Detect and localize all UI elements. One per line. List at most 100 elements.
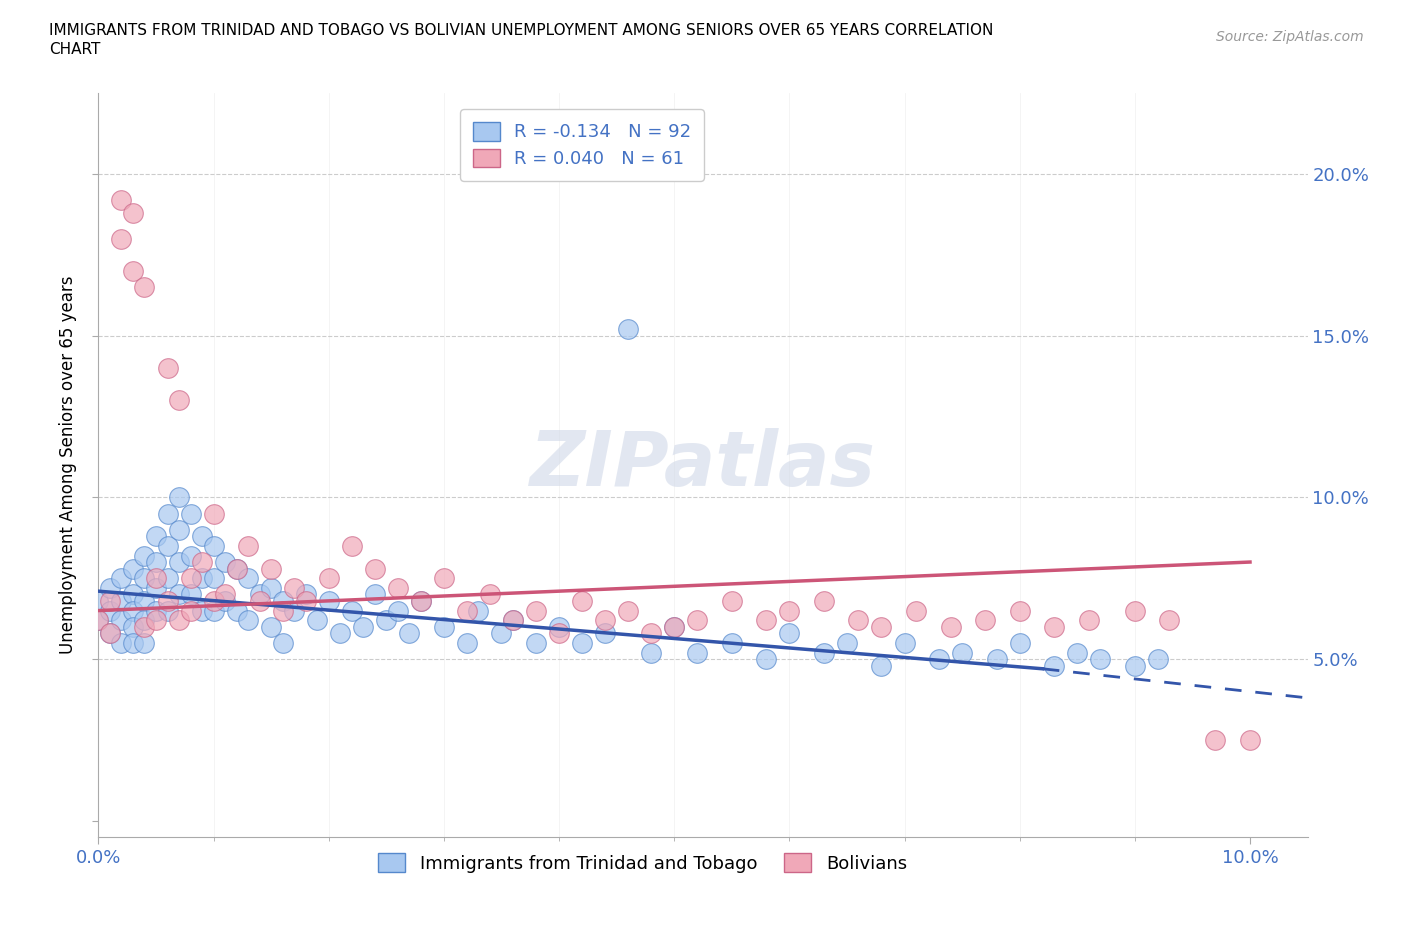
Point <box>456 635 478 650</box>
Point <box>387 604 409 618</box>
Point <box>1043 658 1066 673</box>
Point <box>778 604 800 618</box>
Point <box>409 593 432 608</box>
Point <box>905 604 928 618</box>
Point <box>340 538 363 553</box>
Point <box>110 571 132 586</box>
Point <box>110 593 132 608</box>
Point <box>318 593 340 608</box>
Point <box>214 554 236 569</box>
Point <box>236 538 259 553</box>
Point <box>180 548 202 563</box>
Point <box>134 280 156 295</box>
Point <box>340 604 363 618</box>
Point <box>813 593 835 608</box>
Point <box>225 561 247 576</box>
Point <box>98 593 121 608</box>
Point <box>409 593 432 608</box>
Point <box>249 593 271 608</box>
Point <box>156 538 179 553</box>
Point <box>283 580 305 595</box>
Point <box>191 571 214 586</box>
Point <box>1204 733 1226 748</box>
Point <box>433 571 456 586</box>
Point <box>950 645 973 660</box>
Point <box>1090 652 1112 667</box>
Point <box>720 635 742 650</box>
Point <box>1077 613 1099 628</box>
Point <box>236 613 259 628</box>
Point <box>307 613 329 628</box>
Point <box>167 392 190 407</box>
Point <box>870 619 893 634</box>
Point <box>778 626 800 641</box>
Point <box>202 604 225 618</box>
Point <box>640 626 662 641</box>
Point <box>928 652 950 667</box>
Point <box>145 529 167 544</box>
Point <box>398 626 420 641</box>
Point <box>249 587 271 602</box>
Point <box>502 613 524 628</box>
Point <box>110 232 132 246</box>
Point <box>502 613 524 628</box>
Point <box>835 635 858 650</box>
Point <box>180 571 202 586</box>
Point <box>122 619 145 634</box>
Point <box>191 604 214 618</box>
Point <box>893 635 915 650</box>
Point <box>755 652 778 667</box>
Point <box>294 593 316 608</box>
Legend: Immigrants from Trinidad and Tobago, Bolivians: Immigrants from Trinidad and Tobago, Bol… <box>371 846 914 880</box>
Point <box>98 626 121 641</box>
Point <box>191 554 214 569</box>
Point <box>456 604 478 618</box>
Point <box>1043 619 1066 634</box>
Point <box>548 619 571 634</box>
Point <box>225 604 247 618</box>
Text: IMMIGRANTS FROM TRINIDAD AND TOBAGO VS BOLIVIAN UNEMPLOYMENT AMONG SENIORS OVER : IMMIGRANTS FROM TRINIDAD AND TOBAGO VS B… <box>49 23 994 38</box>
Point <box>110 193 132 207</box>
Point <box>191 529 214 544</box>
Point <box>260 580 283 595</box>
Point <box>134 593 156 608</box>
Point <box>433 619 456 634</box>
Point <box>1066 645 1088 660</box>
Point <box>640 645 662 660</box>
Point <box>260 561 283 576</box>
Point <box>145 571 167 586</box>
Point <box>134 571 156 586</box>
Point <box>1123 658 1146 673</box>
Point <box>1159 613 1181 628</box>
Text: ZIPatlas: ZIPatlas <box>530 428 876 502</box>
Point <box>467 604 489 618</box>
Point <box>122 206 145 220</box>
Point <box>214 593 236 608</box>
Point <box>318 571 340 586</box>
Point <box>145 613 167 628</box>
Point <box>593 613 616 628</box>
Point <box>145 554 167 569</box>
Point <box>617 322 640 337</box>
Y-axis label: Unemployment Among Seniors over 65 years: Unemployment Among Seniors over 65 years <box>59 276 77 654</box>
Point <box>110 613 132 628</box>
Point <box>664 619 686 634</box>
Point <box>87 613 110 628</box>
Point <box>98 604 121 618</box>
Point <box>329 626 352 641</box>
Point <box>167 613 190 628</box>
Point <box>524 604 547 618</box>
Point <box>167 490 190 505</box>
Point <box>122 561 145 576</box>
Point <box>122 587 145 602</box>
Point <box>755 613 778 628</box>
Point <box>548 626 571 641</box>
Point <box>271 593 294 608</box>
Point <box>156 593 179 608</box>
Point <box>720 593 742 608</box>
Point <box>848 613 870 628</box>
Point <box>1239 733 1261 748</box>
Point <box>134 548 156 563</box>
Point <box>364 561 387 576</box>
Point <box>110 635 132 650</box>
